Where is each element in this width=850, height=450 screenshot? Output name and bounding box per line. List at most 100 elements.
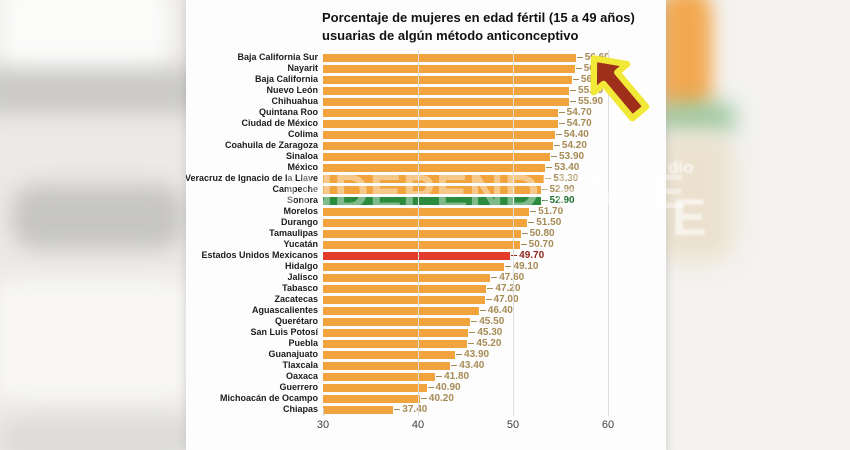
bar-value: 37.40: [402, 403, 428, 415]
bar-row: Sinaloa 53.90: [186, 151, 666, 162]
bar-label: Guerrero: [279, 382, 318, 392]
value-leader-line: [451, 365, 458, 366]
bar: [323, 229, 521, 238]
bar-row: Zacatecas 47.00: [186, 294, 666, 305]
value-leader-line: [575, 68, 582, 69]
background-blur-small-text: dio: [668, 158, 694, 177]
bar-row: Aguascalientes 46.40: [186, 305, 666, 316]
bar-label: México: [287, 162, 318, 172]
bar-value: 47.20: [495, 282, 521, 294]
bar-row: Tabasco 47.20: [186, 283, 666, 294]
gridline-x-40: [418, 50, 419, 416]
value-leader-line: [570, 101, 577, 102]
x-axis-tick-label: 60: [601, 419, 615, 431]
bar: [323, 262, 505, 271]
bar-value: 53.40: [554, 161, 580, 173]
arrow-annotation-icon: [590, 55, 650, 122]
value-leader-line: [570, 90, 577, 91]
bar: [323, 339, 468, 348]
bar-row: Jalisco 47.60: [186, 272, 666, 283]
value-leader-line: [528, 222, 535, 223]
bar-label: Nayarit: [287, 63, 318, 73]
value-leader-line: [553, 145, 560, 146]
bar-label: Yucatán: [283, 239, 318, 249]
value-leader-line: [469, 332, 476, 333]
bar-label: Nuevo León: [266, 85, 318, 95]
value-leader-line: [491, 277, 498, 278]
bar-row: Querétaro 45.50: [186, 316, 666, 327]
bar: [323, 405, 394, 414]
bar: [323, 218, 528, 227]
bar: [323, 174, 545, 183]
value-leader-line: [427, 387, 434, 388]
bar: [323, 152, 551, 161]
bar-label: Aguascalientes: [251, 305, 318, 315]
value-leader-line: [420, 398, 427, 399]
bar-label: Guanajuato: [268, 349, 318, 359]
bar-label: Coahuila de Zaragoza: [224, 140, 318, 150]
bar-label: Veracruz de Ignacio de la Llave: [186, 173, 318, 183]
bar: [323, 295, 485, 304]
value-leader-line: [436, 376, 443, 377]
bar-row: Estados Unidos Mexicanos 49.70: [186, 250, 666, 261]
bar-label: Baja California Sur: [237, 52, 318, 62]
bar: [323, 64, 575, 73]
bar-label: Durango: [281, 217, 318, 227]
bar-label: Jalisco: [287, 272, 318, 282]
value-leader-line: [456, 354, 463, 355]
bar-label: Zacatecas: [274, 294, 318, 304]
value-leader-line: [546, 167, 553, 168]
bar-label: San Luis Potosí: [250, 327, 318, 337]
bar: [323, 130, 555, 139]
bar-row: Campeche 52.90: [186, 184, 666, 195]
bar-label: Sinaloa: [285, 151, 318, 161]
value-leader-line: [394, 409, 401, 410]
bar: [323, 53, 576, 62]
bar-row: Guerrero 40.90: [186, 382, 666, 393]
bar-row: Michoacán de Ocampo 40.20: [186, 393, 666, 404]
bar-value: 54.70: [566, 117, 592, 129]
value-leader-line: [520, 244, 527, 245]
bar-row: Durango 51.50: [186, 217, 666, 228]
bar-value: 46.40: [487, 304, 513, 316]
bar-label: Sonora: [286, 195, 318, 205]
bar-row: Chihuahua 55.90: [186, 96, 666, 107]
background-blur-green-bar: [658, 102, 736, 134]
background-blur-white-mid: [0, 278, 195, 403]
bar: [323, 97, 570, 106]
value-leader-line: [487, 288, 494, 289]
axis-tick-x-30: [323, 408, 324, 416]
background-blur-bottom-strip: [0, 418, 195, 450]
bar-value: 45.20: [476, 337, 502, 349]
bar-value: 50.80: [529, 227, 555, 239]
bar-value: 54.40: [563, 128, 589, 140]
bar: [323, 163, 546, 172]
bar-row: Tamaulipas 50.80: [186, 228, 666, 239]
bar: [323, 86, 570, 95]
bar-row: Colima 54.40: [186, 129, 666, 140]
bar-label: Tlaxcala: [282, 360, 318, 370]
bar-label: Ciudad de México: [241, 118, 318, 128]
bar-label: Tabasco: [282, 283, 318, 293]
bar-label: Chiapas: [282, 404, 318, 414]
bar-value: 43.40: [459, 359, 485, 371]
bar: [323, 394, 420, 403]
value-leader-line: [576, 57, 583, 58]
gridline-x-50: [513, 50, 514, 416]
bar-row: Coahuila de Zaragoza 54.20: [186, 140, 666, 151]
bar: [323, 75, 572, 84]
value-leader-line: [511, 255, 518, 256]
value-leader-line: [521, 233, 528, 234]
bar-row: Guanajuato 43.90: [186, 349, 666, 360]
background-blur-orange-bar: [660, 0, 712, 116]
bar-row: Ciudad de México 54.70: [186, 118, 666, 129]
value-leader-line: [479, 310, 486, 311]
bar: [323, 185, 541, 194]
bar-value: 54.20: [561, 139, 587, 151]
bar: [323, 317, 471, 326]
value-leader-line: [485, 299, 492, 300]
bar-row: Sonora 52.90: [186, 195, 666, 206]
bar-label: Michoacán de Ocampo: [219, 393, 318, 403]
bar: [323, 284, 487, 293]
background-blur-big-letter: E: [672, 189, 707, 247]
